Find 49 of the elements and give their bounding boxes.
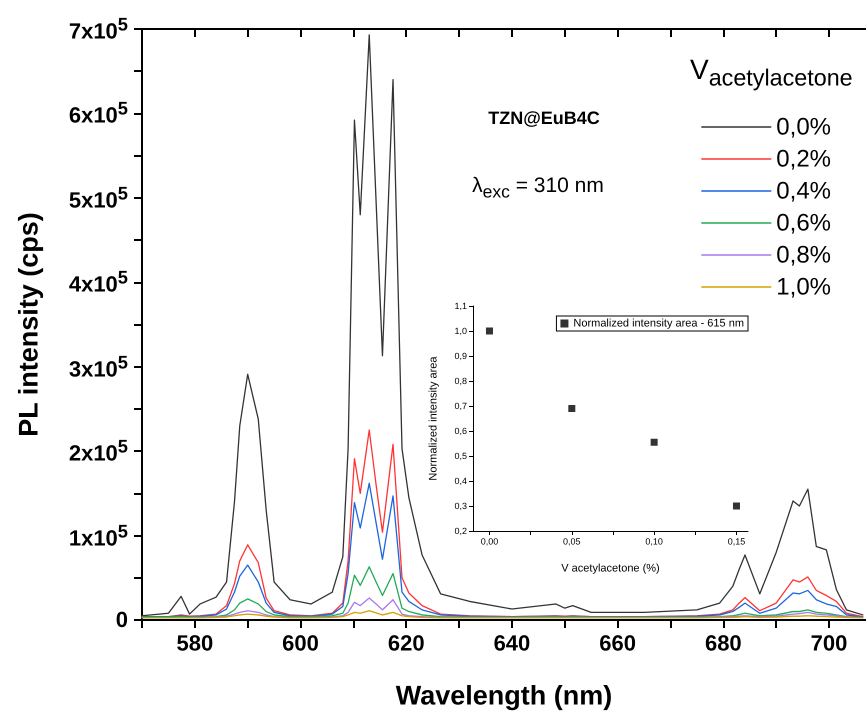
point [568,405,576,412]
y-axis-title: PL intensity (cps) [14,212,44,437]
y-tick-label: 6x10$^{5}$ [68,98,128,128]
x-tick-label: 680 [704,630,742,656]
y-tick-label: 0,6 [454,426,467,436]
x-tick-label: 0,00 [480,536,498,546]
y-tick-label: 2x10$^{5}$ [68,435,128,466]
point [486,328,493,334]
legend-label: 1,0% [776,274,831,300]
legend-label: 0,2% [776,146,831,172]
legend-label: 0,4% [776,178,831,204]
y-tick-label: 1,0 [454,326,467,336]
legend-title: V$_{acetylacetone}$ [690,54,853,91]
x-axis-title: Wavelength (nm) [396,680,612,710]
y-tick-label: 1x10$^{5}$ [68,520,128,550]
y-tick-label: 0,3 [454,501,467,511]
x-tick-label: 0,15 [728,536,746,546]
point [650,438,658,446]
x-tick-label: 580 [176,630,214,656]
annotation: TZN@EuB4C [488,108,600,128]
legend-label: 0,8% [776,242,831,268]
x-tick-label: 620 [388,630,425,656]
y-tick-label: 4x10$^{5}$ [68,266,128,297]
y-tick-label: 0 [116,607,128,632]
x-axis-title: V acetylacetone (%) [561,562,660,574]
y-tick-label: 5x10$^{5}$ [68,182,128,213]
legend-label: 0,0% [776,114,831,140]
y-tick-label: 0,8 [454,376,467,386]
y-tick-label: 0,5 [454,451,467,461]
legend-label: Normalized intensity area - 615 nm [573,318,744,330]
x-tick-label: 660 [599,630,636,656]
line-series [141,610,864,619]
x-tick-label: 0,10 [645,536,663,546]
y-axis-title: Normalized intensity area [428,356,440,481]
x-tick-label: 700 [810,630,848,656]
x-tick-label: 600 [282,630,319,656]
annotation: λ$_{exc}$ = 310 nm [472,174,604,202]
y-tick-label: 1,1 [454,301,467,311]
y-tick-label: 0,9 [454,351,467,361]
x-tick-label: 640 [494,630,530,656]
line-series [141,34,864,616]
point [732,502,740,510]
y-tick-label: 0,2 [454,526,467,536]
y-tick-label: 7x10$^{5}$ [68,13,128,44]
x-tick-label: 0,05 [563,536,581,546]
y-tick-label: 0,4 [454,476,467,486]
y-tick-label: 3x10$^{5}$ [68,351,128,382]
legend-label: 0,6% [776,210,831,236]
y-tick-label: 0,7 [454,401,467,411]
